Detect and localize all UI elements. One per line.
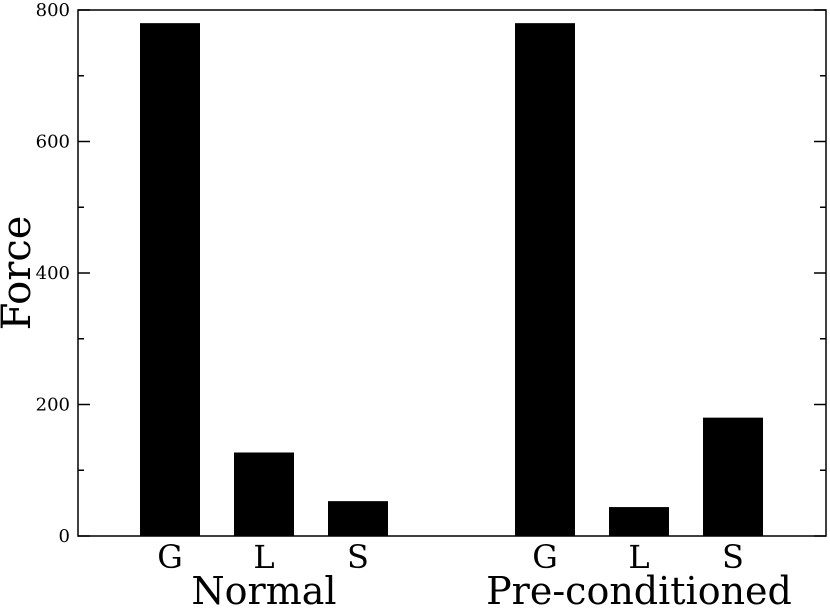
bar-pre-conditioned-s [703, 417, 763, 536]
bar-pre-conditioned-g [515, 23, 575, 536]
group-label-pre-conditioned: Pre-conditioned [486, 569, 792, 609]
category-label: S [722, 538, 744, 576]
category-label: G [532, 538, 558, 576]
bar-normal-g [140, 23, 200, 536]
y-tick-label: 0 [59, 526, 70, 547]
bar-normal-l [234, 452, 294, 536]
y-axis-title: Force [0, 216, 40, 331]
y-tick-label: 600 [36, 132, 70, 153]
y-tick-label: 400 [36, 263, 70, 284]
y-tick-label: 800 [36, 0, 70, 21]
category-label: G [157, 538, 183, 576]
category-label: L [628, 538, 649, 576]
group-label-normal: Normal [191, 569, 336, 609]
bars-layer [140, 23, 763, 536]
y-tick-label: 200 [36, 395, 70, 416]
category-label: S [347, 538, 369, 576]
y-axis: 0 200 400 600 800 [36, 0, 826, 547]
category-label: L [253, 538, 274, 576]
